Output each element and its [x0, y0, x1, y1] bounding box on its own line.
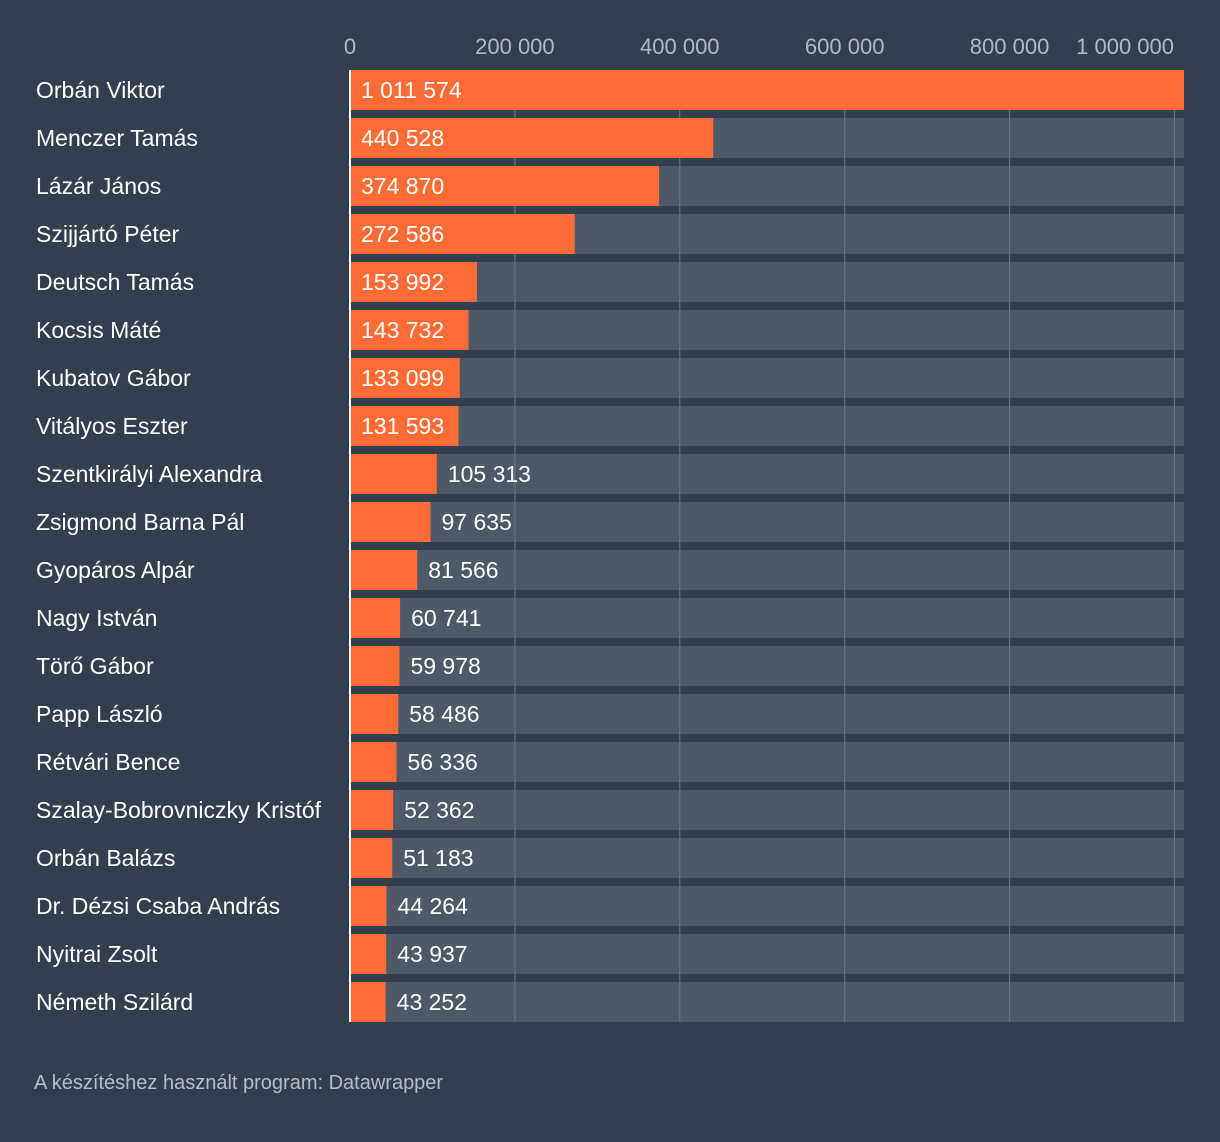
- category-label: Zsigmond Barna Pál: [36, 509, 244, 535]
- bar: [350, 406, 459, 446]
- bar-track: [350, 262, 1184, 302]
- bar: [350, 118, 714, 158]
- category-label: Vitályos Eszter: [36, 413, 188, 439]
- value-label: 1 011 574: [361, 77, 462, 103]
- bar: [350, 646, 400, 686]
- x-tick-label: 0: [344, 34, 356, 59]
- bar: [350, 454, 437, 494]
- bar: [350, 262, 477, 302]
- category-label: Nyitrai Zsolt: [36, 941, 158, 967]
- category-label: Nagy István: [36, 605, 157, 631]
- category-label: Lázár János: [36, 173, 161, 199]
- category-label: Orbán Viktor: [36, 77, 165, 103]
- category-label: Németh Szilárd: [36, 989, 193, 1015]
- bar: [350, 550, 418, 590]
- value-label: 60 741: [411, 605, 481, 631]
- category-label: Deutsch Tamás: [36, 269, 194, 295]
- bar-track: [350, 694, 1184, 734]
- bar-track: [350, 598, 1184, 638]
- bar-track: [350, 790, 1184, 830]
- value-label: 133 099: [361, 365, 444, 391]
- bar: [350, 694, 399, 734]
- category-label: Szijjártó Péter: [36, 221, 180, 247]
- bar: [350, 310, 469, 350]
- x-tick-label: 400 000: [640, 34, 720, 59]
- value-label: 44 264: [397, 893, 468, 919]
- bar-track: [350, 358, 1184, 398]
- bar-track: [350, 838, 1184, 878]
- value-label: 58 486: [409, 701, 479, 727]
- bar: [350, 502, 431, 542]
- bar: [350, 598, 401, 638]
- bar-track: [350, 502, 1184, 542]
- bar: [350, 838, 393, 878]
- bar-track: [350, 934, 1184, 974]
- bar: [350, 886, 387, 926]
- value-label: 105 313: [448, 461, 531, 487]
- value-label: 56 336: [407, 749, 477, 775]
- bar-track: [350, 742, 1184, 782]
- bar-track: [350, 550, 1184, 590]
- bar: [350, 214, 575, 254]
- category-label: Gyopáros Alpár: [36, 557, 195, 583]
- value-label: 81 566: [428, 557, 498, 583]
- x-tick-label: 200 000: [475, 34, 555, 59]
- value-label: 52 362: [404, 797, 474, 823]
- category-label: Dr. Dézsi Csaba András: [36, 893, 280, 919]
- value-label: 59 978: [410, 653, 480, 679]
- category-label: Papp László: [36, 701, 163, 727]
- value-label: 51 183: [403, 845, 473, 871]
- value-label: 131 593: [361, 413, 444, 439]
- category-label: Menczer Tamás: [36, 125, 198, 151]
- x-tick-label: 600 000: [805, 34, 885, 59]
- category-label: Szentkirályi Alexandra: [36, 461, 262, 487]
- value-label: 43 252: [397, 989, 467, 1015]
- category-label: Rétvári Bence: [36, 749, 180, 775]
- x-tick-label: 800 000: [970, 34, 1050, 59]
- bar-track: [350, 406, 1184, 446]
- category-label: Szalay-Bobrovniczky Kristóf: [36, 797, 322, 823]
- bar: [350, 742, 397, 782]
- bar-track: [350, 886, 1184, 926]
- category-label: Törő Gábor: [36, 653, 154, 679]
- category-label: Kubatov Gábor: [36, 365, 191, 391]
- x-tick-label: 1 000 000: [1076, 34, 1174, 59]
- footer-credit: A készítéshez használt program: Datawrap…: [34, 1072, 444, 1094]
- bar: [350, 934, 387, 974]
- value-label: 440 528: [361, 125, 444, 151]
- bar: [350, 982, 386, 1022]
- category-label: Orbán Balázs: [36, 845, 175, 871]
- bar: [350, 358, 460, 398]
- value-label: 374 870: [361, 173, 444, 199]
- bar: [350, 70, 1184, 110]
- bar: [350, 790, 394, 830]
- category-label: Kocsis Máté: [36, 317, 161, 343]
- bar-track: [350, 454, 1184, 494]
- bar-track: [350, 982, 1184, 1022]
- value-label: 97 635: [441, 509, 511, 535]
- value-label: 153 992: [361, 269, 444, 295]
- bar-track: [350, 310, 1184, 350]
- bar-track: [350, 646, 1184, 686]
- value-label: 43 937: [397, 941, 467, 967]
- bar-chart: 0 200 000 400 000 600 000 800 000 1 000 000 Or…: [36, 34, 1184, 1022]
- value-label: 143 732: [361, 317, 444, 343]
- bar: [350, 166, 660, 206]
- value-label: 272 586: [361, 221, 444, 247]
